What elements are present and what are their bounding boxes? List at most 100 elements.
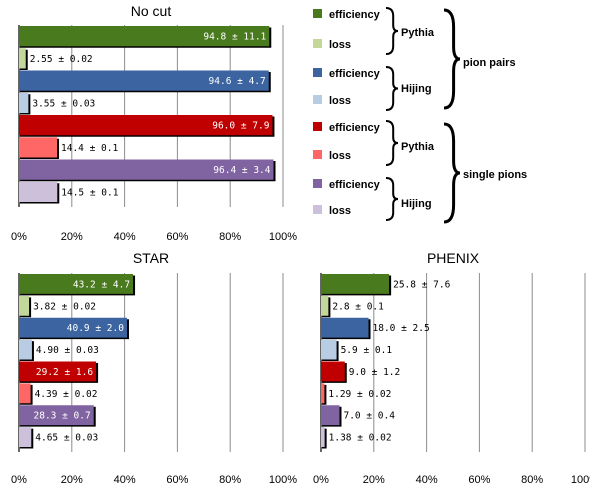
brace-icon <box>385 120 399 166</box>
data-label: 29.2 ± 1.6 <box>36 367 93 378</box>
data-label: 2.8 ± 0.1 <box>332 301 384 312</box>
chart-title: STAR <box>133 250 169 266</box>
bar <box>19 383 31 404</box>
bar <box>19 26 270 47</box>
bar <box>19 339 32 360</box>
legend-swatch <box>313 205 322 214</box>
x-tick-label: 60% <box>166 474 188 486</box>
data-label: 94.6 ± 4.7 <box>209 76 266 87</box>
bar <box>19 70 269 91</box>
legend-label: efficiency <box>329 179 381 191</box>
chart-panels: No cut 0% 20% 40% 60% 80% 100% 94.8 ± 11.1 2.55 … <box>11 3 590 486</box>
data-label: 28.3 ± 0.7 <box>34 411 91 422</box>
data-label: 3.82 ± 0.02 <box>33 301 96 312</box>
data-label: 96.4 ± 3.4 <box>213 165 270 176</box>
data-label: 7.0 ± 0.4 <box>343 411 395 422</box>
bar <box>19 48 26 69</box>
x-tick-label: 60% <box>166 231 188 243</box>
data-label: 2.55 ± 0.02 <box>30 54 93 65</box>
x-tick-label: 100% <box>269 231 297 243</box>
x-tick-label: 0% <box>11 474 27 486</box>
bar <box>321 295 329 316</box>
data-label: 4.65 ± 0.03 <box>35 433 98 444</box>
data-label: 9.0 ± 1.2 <box>349 367 400 378</box>
generator-label: Pythia <box>401 27 435 39</box>
data-label: 43.2 ± 4.7 <box>73 279 130 290</box>
chart-panel-1: No cut 0% 20% 40% 60% 80% 100% 94.8 ± 11.1 2.55 … <box>11 3 297 243</box>
bar <box>19 159 274 180</box>
legend-swatch <box>313 39 322 48</box>
data-label: 4.90 ± 0.03 <box>36 345 99 356</box>
x-tick-label: 20% <box>363 474 385 486</box>
legend: efficiency loss efficiency loss efficiency lo… <box>313 7 527 224</box>
bar <box>19 137 58 158</box>
data-label: 94.8 ± 11.1 <box>203 32 266 43</box>
x-tick-label: 0% <box>11 231 27 243</box>
bar <box>19 274 134 294</box>
x-tick-label: 40% <box>114 231 136 243</box>
data-label: 1.29 ± 0.02 <box>328 389 391 400</box>
group-label: pion pairs <box>463 57 516 69</box>
x-tick-label: 20% <box>61 474 83 486</box>
bar <box>321 361 345 382</box>
x-tick-label: 40% <box>114 474 136 486</box>
brace-icon <box>443 122 461 224</box>
bar <box>19 361 97 382</box>
data-label: 14.4 ± 0.1 <box>61 143 118 154</box>
brace-icon <box>385 177 399 221</box>
bar <box>321 317 369 338</box>
bar <box>321 427 325 447</box>
bar <box>321 383 325 404</box>
group-label: single pions <box>463 169 527 181</box>
data-label: 4.39 ± 0.02 <box>35 389 98 400</box>
chart-panel-3: PHENIX 0% 20% 40% 60% 80% 100% 25.8 ± 7.6 2.8 ± … <box>313 250 590 486</box>
bar <box>19 317 127 338</box>
legend-swatch <box>313 150 322 159</box>
x-tick-label: 0% <box>313 474 329 486</box>
bar <box>321 274 390 294</box>
legend-label: efficiency <box>329 9 381 21</box>
bar <box>321 405 340 426</box>
x-tick-label: 80% <box>219 474 241 486</box>
legend-label: loss <box>329 95 351 107</box>
legend-swatch <box>313 179 322 188</box>
x-tick-label: 80% <box>219 231 241 243</box>
chart-title: No cut <box>131 3 172 19</box>
legend-label: efficiency <box>329 122 381 134</box>
legend-label: loss <box>329 150 351 162</box>
brace-icon <box>385 7 399 55</box>
bar <box>19 427 32 447</box>
legend-label: loss <box>329 39 351 51</box>
bar <box>321 339 337 360</box>
generator-label: Hijing <box>401 198 432 210</box>
data-label: 18.0 ± 2.5 <box>373 323 430 334</box>
bar <box>19 405 94 426</box>
generator-label: Hijing <box>401 83 432 95</box>
data-label: 40.9 ± 2.0 <box>67 323 124 334</box>
bar <box>19 295 30 316</box>
data-label: 14.5 ± 0.1 <box>61 187 118 198</box>
legend-swatch <box>313 68 322 77</box>
brace-icon <box>385 66 399 111</box>
data-label: 1.38 ± 0.02 <box>329 433 392 444</box>
x-tick-label: 20% <box>61 231 83 243</box>
data-label: 3.55 ± 0.03 <box>32 98 95 109</box>
legend-swatch <box>313 95 322 104</box>
legend-swatch <box>313 122 322 131</box>
chart-panel-2: STAR 0% 20% 40% 60% 80% 100% 43.2 ± 4.7 3.82 ± 0… <box>11 250 297 486</box>
x-tick-label: 100% <box>269 474 297 486</box>
x-tick-label: 60% <box>468 474 490 486</box>
legend-label: efficiency <box>329 68 381 80</box>
data-label: 96.0 ± 7.9 <box>212 121 269 132</box>
generator-label: Pythia <box>401 141 435 153</box>
x-tick-label: 100% <box>571 474 590 486</box>
bar <box>19 92 29 113</box>
legend-swatch <box>313 9 322 18</box>
x-tick-label: 40% <box>416 474 438 486</box>
bar <box>19 181 58 202</box>
data-label: 25.8 ± 7.6 <box>393 279 450 290</box>
legend-label: loss <box>329 205 351 217</box>
brace-icon <box>443 8 461 110</box>
x-tick-label: 80% <box>521 474 543 486</box>
